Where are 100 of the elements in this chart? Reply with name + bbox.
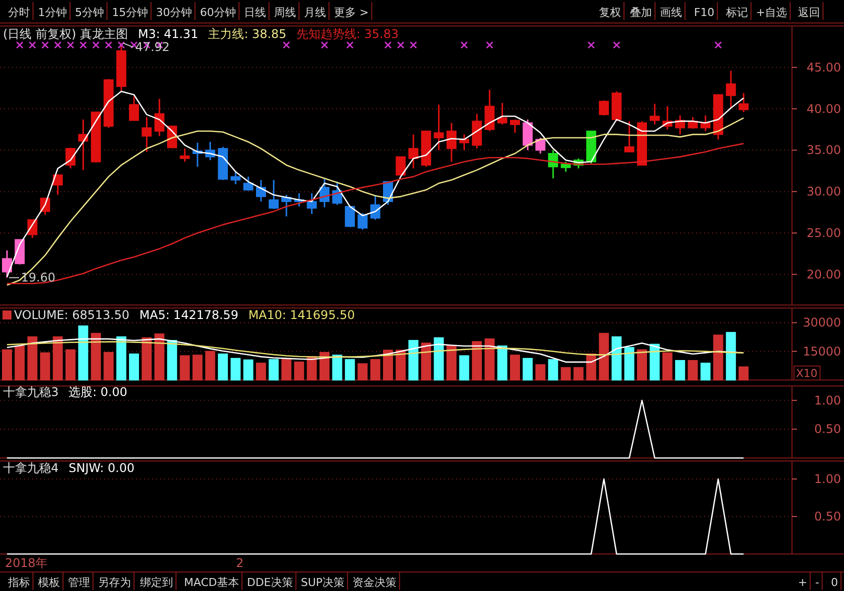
bar <box>167 340 178 380</box>
bar <box>472 341 482 380</box>
candlestick <box>522 118 533 151</box>
candlestick <box>700 114 710 132</box>
bar <box>78 325 88 380</box>
text: 更多 > <box>334 6 369 19</box>
bar <box>497 346 508 380</box>
candlestick <box>142 116 152 153</box>
annotation: 19.60 <box>21 270 56 285</box>
text: 0 <box>831 576 838 589</box>
bar <box>104 352 114 380</box>
bar <box>192 354 202 380</box>
candlestick <box>268 179 279 210</box>
text: - <box>815 576 820 589</box>
text: 资金决策 <box>352 576 397 589</box>
bar <box>421 342 432 380</box>
text: F10 <box>694 6 714 19</box>
candlestick <box>358 212 368 230</box>
bar <box>738 366 749 380</box>
y-tick-label: 35.00 <box>806 143 841 158</box>
bar <box>574 367 584 380</box>
chart-title: (日线 前复权) 真龙主图 <box>3 27 128 41</box>
series-label: MA5: 142178.59 <box>139 308 238 322</box>
bar <box>598 332 609 380</box>
bar <box>40 352 50 380</box>
bar <box>281 359 292 380</box>
bar <box>230 358 241 380</box>
bar <box>52 336 63 380</box>
text: MA10: 141695.50 <box>248 308 355 322</box>
candlestick <box>243 176 254 192</box>
bar <box>90 332 101 380</box>
text: 周线 <box>274 6 296 19</box>
bar <box>268 359 279 380</box>
y-tick-label: 25.00 <box>806 226 841 240</box>
text: 5分钟 <box>75 6 104 19</box>
text: 2018年 <box>5 556 48 570</box>
y-tick-label: 45.00 <box>806 60 841 74</box>
bar <box>180 355 190 380</box>
text: 日线 <box>244 6 266 19</box>
candlestick <box>230 170 241 185</box>
candlestick <box>66 146 76 170</box>
y-tick-label: 40.00 <box>806 102 841 116</box>
text: 叠加 <box>630 6 652 19</box>
candlestick <box>306 192 317 215</box>
bar <box>624 347 634 380</box>
bar <box>560 367 571 380</box>
bar <box>332 354 342 380</box>
candlestick <box>180 148 190 163</box>
bar <box>370 359 380 380</box>
bar <box>116 336 126 380</box>
candlestick <box>650 103 660 126</box>
candlestick <box>738 92 749 113</box>
candlestick <box>129 96 139 122</box>
text: 画线 <box>660 6 682 19</box>
text: 复权 <box>599 6 621 19</box>
y-tick-label: 20.00 <box>806 267 841 282</box>
chart-title: 十拿九稳4 <box>3 461 59 475</box>
bar <box>14 346 25 380</box>
candlestick <box>497 102 508 126</box>
text: 指标 <box>7 576 30 589</box>
bar <box>484 338 495 380</box>
text: 15分钟 <box>112 6 148 19</box>
bar <box>218 354 228 380</box>
candlestick <box>434 104 444 151</box>
text: M3: 41.31 <box>138 27 198 41</box>
bar <box>637 349 647 380</box>
y-tick-label: 1.00 <box>814 472 841 486</box>
y-axis-title: X10 <box>796 367 818 380</box>
text: 管理 <box>68 576 90 589</box>
bar <box>459 355 470 380</box>
text: 标记 <box>725 6 748 19</box>
bar <box>66 349 76 380</box>
annotation: 47.92 <box>135 40 170 54</box>
y-tick-label: 0.50 <box>814 422 841 436</box>
bar <box>662 352 672 380</box>
text: +自选 <box>756 6 788 19</box>
bar <box>294 362 304 380</box>
text: + <box>798 576 808 589</box>
candlestick <box>560 161 571 172</box>
y-tick-label: 30000 <box>802 316 841 330</box>
candlestick <box>446 122 456 163</box>
y-tick-label: 1.00 <box>814 393 841 408</box>
bar <box>306 356 317 380</box>
text: 先知趋势线: 35.83 <box>296 27 399 41</box>
bar <box>688 360 698 380</box>
y-tick-label: 30.00 <box>806 184 841 199</box>
text: 选股: 0.00 <box>68 385 128 399</box>
bar <box>446 346 456 380</box>
bar <box>612 336 622 380</box>
line-series <box>6 142 744 284</box>
text: 2 <box>236 556 244 570</box>
candlestick <box>52 173 63 196</box>
line-series <box>6 341 744 358</box>
bar <box>383 350 393 380</box>
text: SNJW: 0.00 <box>68 461 135 475</box>
text: SUP决策 <box>300 576 345 589</box>
candlestick <box>2 250 12 278</box>
text: DDE决策 <box>246 576 293 589</box>
bar <box>205 350 216 380</box>
bar <box>408 340 418 380</box>
